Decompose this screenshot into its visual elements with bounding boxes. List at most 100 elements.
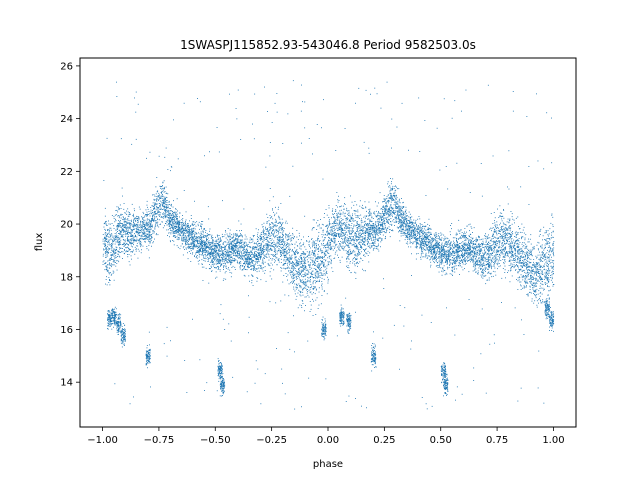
data-point — [501, 229, 503, 231]
data-point — [316, 297, 318, 299]
data-point — [350, 243, 352, 245]
data-point — [422, 234, 424, 235]
data-point — [194, 235, 195, 237]
data-point — [162, 188, 164, 190]
data-point — [532, 246, 534, 248]
data-point — [409, 218, 411, 220]
data-point — [520, 268, 522, 270]
data-point — [219, 260, 221, 262]
data-point — [408, 234, 410, 235]
data-point — [405, 233, 407, 234]
data-point — [477, 273, 479, 275]
data-point — [349, 261, 351, 262]
data-point — [362, 231, 364, 233]
data-point — [439, 252, 440, 254]
data-point — [176, 226, 177, 228]
data-point — [213, 256, 215, 258]
data-point — [389, 208, 390, 210]
data-point — [331, 248, 333, 250]
data-point — [190, 252, 191, 254]
data-point — [140, 241, 141, 242]
data-point — [248, 246, 250, 247]
data-point — [317, 308, 319, 309]
data-point — [165, 213, 167, 215]
data-point — [179, 228, 180, 229]
data-point — [284, 250, 285, 252]
data-point — [265, 243, 267, 245]
data-point — [454, 258, 455, 260]
data-point — [290, 269, 292, 271]
data-point — [332, 228, 334, 229]
data-point — [422, 249, 424, 251]
data-point — [166, 221, 168, 223]
data-point — [494, 228, 495, 230]
data-point — [109, 272, 111, 274]
data-point — [309, 268, 311, 270]
data-point — [354, 232, 356, 233]
data-point — [291, 263, 293, 264]
data-point — [482, 268, 484, 270]
data-point — [105, 262, 107, 264]
data-point — [489, 273, 491, 274]
data-point — [289, 249, 291, 250]
data-point — [354, 201, 356, 202]
data-point — [403, 213, 404, 214]
data-point — [341, 230, 342, 232]
data-point — [539, 251, 540, 253]
data-point — [532, 288, 534, 290]
data-point — [541, 254, 543, 256]
data-point — [363, 207, 365, 209]
data-point — [111, 233, 113, 235]
data-point — [384, 200, 386, 202]
data-point — [451, 253, 453, 254]
data-point — [401, 212, 402, 214]
data-point — [174, 236, 176, 238]
data-point — [492, 270, 494, 272]
data-point — [419, 230, 421, 231]
data-point — [265, 233, 267, 234]
data-point — [390, 209, 392, 211]
data-point — [260, 258, 261, 260]
data-point — [202, 230, 204, 232]
data-point — [250, 258, 252, 260]
data-point — [542, 253, 544, 255]
data-point — [348, 258, 350, 260]
data-point — [253, 267, 255, 269]
data-point — [286, 250, 288, 252]
data-point — [172, 221, 174, 223]
data-point — [189, 234, 191, 236]
data-point — [118, 226, 119, 228]
data-point — [507, 270, 509, 272]
data-point — [364, 221, 366, 223]
data-point — [225, 249, 227, 250]
data-point — [435, 232, 437, 233]
data-point — [486, 249, 488, 251]
data-point — [313, 263, 314, 265]
data-point — [106, 253, 108, 255]
data-point — [399, 226, 400, 228]
data-point — [515, 236, 517, 238]
data-point — [446, 263, 448, 265]
data-point — [237, 255, 238, 257]
data-point — [323, 266, 325, 268]
data-point — [434, 250, 436, 252]
data-point — [240, 234, 242, 236]
data-point — [206, 252, 208, 254]
data-point — [147, 214, 149, 215]
data-point — [166, 204, 168, 206]
data-point — [120, 239, 122, 241]
data-point — [195, 225, 197, 227]
data-point — [112, 270, 114, 272]
data-point — [484, 275, 486, 277]
data-point — [119, 204, 121, 206]
data-point — [280, 226, 282, 227]
data-point — [120, 217, 122, 219]
data-point — [379, 237, 381, 238]
data-point — [356, 236, 357, 238]
data-point — [257, 258, 259, 259]
data-point — [384, 227, 386, 229]
data-point — [111, 266, 112, 268]
data-point — [209, 261, 211, 263]
data-point — [270, 217, 272, 218]
data-point — [340, 229, 342, 231]
